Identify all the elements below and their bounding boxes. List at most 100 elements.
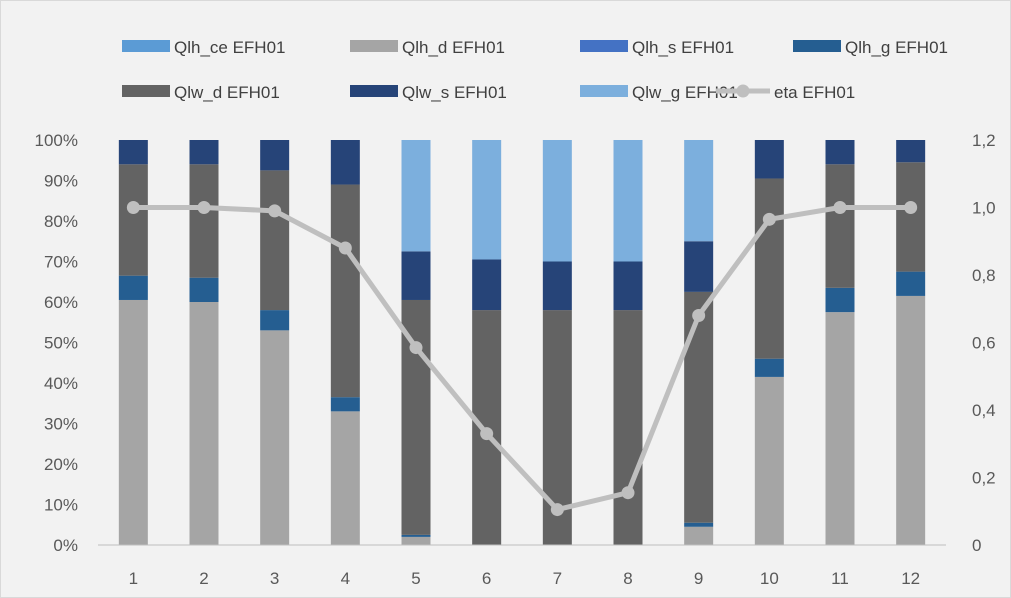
x-tick-label: 7 — [553, 569, 562, 588]
x-tick-label: 12 — [901, 569, 920, 588]
eta-point-3 — [268, 204, 282, 218]
y2-tick-label: 0,4 — [972, 401, 996, 420]
bar-segment-7-cat-5 — [401, 140, 431, 252]
y-tick-label: 70% — [44, 253, 78, 272]
bar-segment-5-cat-12 — [896, 162, 926, 272]
y-tick-label: 80% — [44, 212, 78, 231]
x-tick-label: 8 — [623, 569, 632, 588]
bar-segment-7-cat-7 — [542, 140, 572, 262]
bar-segment-6-cat-9 — [684, 241, 714, 292]
eta-line — [133, 205, 911, 513]
eta-point-10 — [762, 212, 776, 226]
x-tick-label: 10 — [760, 569, 779, 588]
legend-swatch — [580, 40, 628, 52]
bar-segment-2-cat-3 — [260, 330, 290, 545]
legend: Qlh_ce EFH01 Qlh_d EFH01 Qlh_s EFH01 Qlh_g … — [122, 38, 948, 102]
legend-label: Qlh_s EFH01 — [632, 38, 734, 57]
bar-segment-2-cat-4 — [330, 411, 360, 545]
y2-tick-label: 0,2 — [972, 469, 996, 488]
bar-segment-6-cat-7 — [542, 261, 572, 311]
bar-segment-5-cat-1 — [118, 164, 148, 276]
bar-segment-4-cat-2 — [189, 277, 219, 302]
bar-layer — [118, 140, 926, 545]
y-tick-label: 90% — [44, 172, 78, 191]
eta-point-9 — [692, 309, 706, 322]
legend-swatch — [350, 40, 398, 52]
bar-segment-5-cat-11 — [825, 164, 855, 288]
bar-segment-6-cat-2 — [189, 140, 219, 165]
y-tick-label: 50% — [44, 334, 78, 353]
bar-segment-4-cat-12 — [896, 271, 926, 296]
legend-swatch — [580, 85, 628, 97]
bar-segment-2-cat-9 — [684, 526, 714, 545]
bar-segment-4-cat-10 — [754, 358, 784, 377]
y-tick-label: 40% — [44, 374, 78, 393]
bar-segment-2-cat-5 — [401, 536, 431, 545]
eta-point-1 — [126, 201, 140, 214]
legend-label: Qlh_d EFH01 — [402, 38, 505, 57]
bar-segment-5-cat-10 — [754, 178, 784, 359]
bar-segment-4-cat-9 — [684, 522, 714, 527]
x-tick-label: 1 — [129, 569, 138, 588]
legend-swatch — [122, 40, 170, 52]
y2-tick-label: 0 — [972, 536, 981, 555]
y2-tick-label: 0,8 — [972, 266, 996, 285]
eta-point-5 — [409, 341, 423, 355]
x-tick-label: 5 — [411, 569, 420, 588]
bar-segment-4-cat-11 — [825, 287, 855, 313]
bar-segment-6-cat-6 — [472, 259, 502, 311]
bar-segment-6-cat-8 — [613, 261, 643, 311]
bar-segment-2-cat-12 — [896, 295, 926, 545]
legend-swatch — [793, 40, 841, 52]
bar-segment-6-cat-10 — [754, 140, 784, 179]
y-tick-label: 10% — [44, 496, 78, 515]
legend-swatch — [122, 85, 170, 97]
y-tick-label: 30% — [44, 415, 78, 434]
eta-point-11 — [833, 201, 847, 214]
bar-segment-5-cat-5 — [401, 299, 431, 535]
bar-segment-2-cat-10 — [754, 376, 784, 545]
bar-segment-6-cat-3 — [260, 140, 290, 171]
y-tick-label: 100% — [35, 131, 78, 150]
bar-segment-6-cat-1 — [118, 140, 148, 165]
bar-segment-7-cat-8 — [613, 140, 643, 262]
bar-segment-7-cat-6 — [472, 140, 502, 260]
legend-label: Qlw_d EFH01 — [174, 83, 280, 102]
bar-segment-5-cat-9 — [684, 291, 714, 523]
axes: 0% 10% 20% 30% 40% 50% 60% 70% 80% 90% 100% 0 0,2 0,4… — [35, 131, 996, 588]
y2-tick-label: 0,6 — [972, 334, 996, 353]
line-layer — [126, 201, 918, 517]
y2-tick-label: 1,2 — [972, 131, 996, 150]
bar-segment-7-cat-9 — [684, 140, 714, 242]
legend-label: Qlw_s EFH01 — [402, 83, 507, 102]
legend-line-marker — [736, 84, 750, 98]
y2-tick-label: 1,0 — [972, 199, 996, 218]
x-tick-label: 9 — [694, 569, 703, 588]
bar-segment-4-cat-4 — [330, 397, 360, 412]
legend-label: Qlh_ce EFH01 — [174, 38, 286, 57]
x-tick-label: 3 — [270, 569, 279, 588]
x-tick-label: 6 — [482, 569, 491, 588]
eta-point-12 — [904, 201, 918, 214]
bar-segment-4-cat-1 — [118, 275, 148, 300]
bar-segment-5-cat-3 — [260, 170, 290, 311]
bar-segment-6-cat-4 — [330, 140, 360, 185]
bar-segment-5-cat-8 — [613, 310, 643, 545]
bar-segment-2-cat-2 — [189, 302, 219, 545]
legend-swatch — [350, 85, 398, 97]
bar-segment-6-cat-5 — [401, 251, 431, 300]
eta-point-4 — [338, 241, 352, 255]
bar-segment-6-cat-12 — [896, 140, 926, 163]
eta-point-6 — [480, 427, 494, 441]
eta-point-8 — [621, 486, 635, 500]
legend-label: eta EFH01 — [774, 83, 855, 102]
y-tick-label: 20% — [44, 455, 78, 474]
bar-segment-6-cat-11 — [825, 140, 855, 165]
bar-segment-4-cat-3 — [260, 310, 290, 331]
bar-segment-4-cat-5 — [401, 534, 431, 537]
y-tick-label: 60% — [44, 293, 78, 312]
y-tick-label: 0% — [53, 536, 78, 555]
bar-segment-5-cat-2 — [189, 164, 219, 278]
legend-label: Qlh_g EFH01 — [845, 38, 948, 57]
